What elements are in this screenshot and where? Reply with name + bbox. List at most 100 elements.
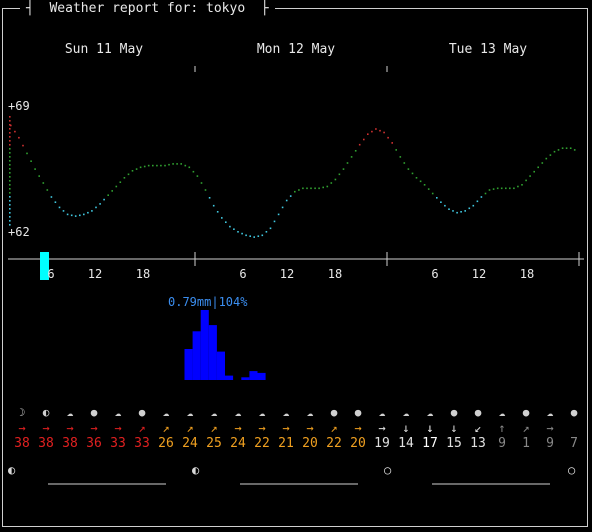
temperature-point xyxy=(277,213,280,216)
temperature-point xyxy=(111,190,113,192)
weather-condition-icon: ☁ xyxy=(258,406,266,419)
temperature-point xyxy=(115,185,118,188)
temperature-point xyxy=(553,150,556,153)
wind-speed-value: 22 xyxy=(254,436,270,451)
hour-label: 12 xyxy=(471,267,487,281)
temperature-point xyxy=(391,142,393,144)
temperature-point xyxy=(440,201,442,203)
wind-speed-value: 36 xyxy=(86,436,102,451)
temperature-point xyxy=(415,177,418,179)
hour-label: 6 xyxy=(431,267,439,281)
temperature-point xyxy=(342,168,345,170)
temperature-point xyxy=(249,235,251,237)
temperature-point xyxy=(322,186,324,189)
now-line-point xyxy=(9,220,11,222)
now-line-point xyxy=(9,192,11,194)
wind-speed-value: 25 xyxy=(206,436,222,451)
wind-speed-value: 13 xyxy=(470,436,486,451)
now-line-point xyxy=(9,224,11,226)
wind-speed-value: 33 xyxy=(110,436,126,451)
temperature-point xyxy=(172,163,174,165)
temperature-point xyxy=(139,166,142,169)
wind-direction-arrow-icon: ↑ xyxy=(498,421,506,435)
rain-summary-label: 0.79mm|104% xyxy=(168,295,248,309)
temperature-point xyxy=(95,206,97,209)
temperature-point xyxy=(541,162,544,164)
wind-direction-arrow-icon: → xyxy=(258,421,266,435)
now-line-point xyxy=(9,124,11,126)
wind-speed-value: 26 xyxy=(158,436,174,451)
weather-condition-icon: ☁ xyxy=(426,406,434,419)
temperature-point xyxy=(233,228,235,230)
temperature-point xyxy=(34,168,36,170)
now-line-point xyxy=(9,116,11,118)
temperature-point xyxy=(480,196,483,198)
wind-speed-value: 22 xyxy=(326,436,342,451)
weather-condition-icon: ☁ xyxy=(186,406,194,419)
wind-direction-arrow-icon: → xyxy=(378,421,386,435)
now-line-point xyxy=(9,184,11,186)
temperature-point xyxy=(431,192,434,195)
wind-direction-arrow-icon: ↗ xyxy=(210,421,218,435)
weather-condition-icon: ☁ xyxy=(378,406,386,419)
report-frame xyxy=(2,8,588,527)
wind-direction-arrow-icon: ↙ xyxy=(474,421,482,435)
temperature-point xyxy=(375,128,377,130)
temperature-point xyxy=(281,206,284,209)
temperature-point xyxy=(103,198,105,201)
temperature-point xyxy=(513,187,515,190)
wind-speed-value: 38 xyxy=(62,436,78,451)
temperature-point xyxy=(294,190,296,193)
temperature-point xyxy=(204,189,207,191)
temperature-point xyxy=(58,206,61,209)
temperature-point xyxy=(123,177,126,179)
temperature-point xyxy=(436,197,438,199)
temperature-point xyxy=(557,149,560,151)
weather-condition-icon: ● xyxy=(474,406,482,419)
title-text: Weather report for: tokyo xyxy=(49,1,246,16)
temperature-point xyxy=(399,156,402,158)
temperature-point xyxy=(196,175,199,177)
now-line-point xyxy=(9,140,11,142)
temperature-point xyxy=(253,236,255,238)
temperature-point xyxy=(237,231,239,233)
weather-condition-icon: ● xyxy=(330,406,338,419)
temperature-point xyxy=(505,187,507,190)
temperature-point xyxy=(14,130,16,133)
wind-speed-value: 38 xyxy=(14,436,30,451)
temperature-point xyxy=(225,221,227,223)
wind-direction-arrow-icon: → xyxy=(114,421,122,435)
moon-phase-icon: ◐ xyxy=(192,463,200,477)
temperature-point xyxy=(42,182,45,184)
now-line-point xyxy=(9,200,11,202)
rain-bar xyxy=(184,349,193,380)
rain-bar xyxy=(225,375,234,380)
now-line-point xyxy=(9,128,11,130)
weather-condition-icon: ☁ xyxy=(210,406,218,419)
temperature-point xyxy=(298,189,300,191)
temperature-point xyxy=(18,136,20,139)
temp-max-label: +69 xyxy=(8,99,30,113)
temperature-point xyxy=(330,182,333,184)
temperature-point xyxy=(314,187,316,190)
temperature-point xyxy=(517,185,519,188)
temperature-point xyxy=(419,180,422,183)
temperature-point xyxy=(119,181,122,183)
weather-condition-icon: ☁ xyxy=(306,406,314,419)
wind-speed-value: 21 xyxy=(278,436,294,451)
temperature-point xyxy=(456,211,458,214)
now-line-point xyxy=(9,156,11,158)
hour-label: 6 xyxy=(47,267,55,281)
day-label-1: Sun 11 May xyxy=(64,42,144,57)
day-label-2: Mon 12 May xyxy=(256,42,336,57)
wind-speed-value: 17 xyxy=(422,436,438,451)
wind-speed-value: 38 xyxy=(38,436,54,451)
now-line-point xyxy=(9,132,11,134)
report-title: ┤ Weather report for: tokyo ├ xyxy=(20,1,275,17)
wind-speed-value: 19 xyxy=(374,436,390,451)
temperature-point xyxy=(363,138,365,141)
temperature-point xyxy=(318,187,320,190)
temperature-point xyxy=(135,168,138,170)
wind-direction-arrow-icon: ↗ xyxy=(162,421,170,435)
weather-condition-icon: ☁ xyxy=(162,406,170,419)
